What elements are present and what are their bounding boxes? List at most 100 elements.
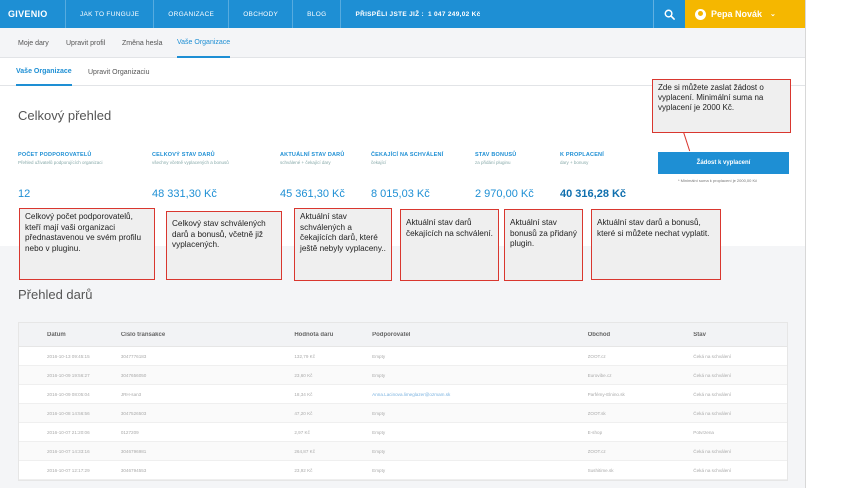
cell-amount: 23,60 Kč bbox=[294, 372, 313, 378]
column-header-amount[interactable]: Hodnota daru bbox=[294, 331, 334, 338]
cell-transaction: 3047776183 bbox=[120, 353, 147, 359]
stat-title: ČEKAJÍCÍ NA SCHVÁLENÍ bbox=[371, 152, 444, 158]
cell-date: 2016-10-07 21:20:06 bbox=[47, 429, 90, 435]
user-name: Pepa Novák bbox=[711, 9, 763, 19]
cell-amount: 23,92 Kč bbox=[294, 467, 313, 473]
total-contributed-value: 1 047 249,02 Kč bbox=[428, 10, 481, 18]
stat-pending: ČEKAJÍCÍ NA SCHVÁLENÍ čekající bbox=[371, 152, 443, 165]
stat-subtitle: dary + bonusy bbox=[560, 160, 589, 165]
column-header-supporter[interactable]: Podporovatel bbox=[372, 331, 411, 338]
user-icon bbox=[695, 8, 706, 20]
cell-amount: 2,97 Kč bbox=[294, 429, 310, 435]
stat-subtitle: schválené + čekající dary bbox=[280, 160, 331, 165]
stat-subtitle: za přidání pluginu bbox=[475, 160, 511, 165]
stat-subtitle: čekající bbox=[371, 160, 387, 165]
cell-transaction: 3047656050 bbox=[120, 372, 147, 378]
overview-title: Celkový přehled bbox=[18, 108, 112, 123]
table-row[interactable]: 2016-10-07 12:17:29 3046794553 23,92 Kč … bbox=[19, 461, 787, 480]
user-menu-button[interactable]: Pepa Novák ⌄ bbox=[685, 0, 805, 28]
nav-link-shops[interactable]: OBCHODY bbox=[229, 0, 294, 28]
column-header-date[interactable]: Datum bbox=[47, 331, 66, 338]
cell-transaction: 3046794553 bbox=[120, 467, 147, 473]
stat-total-donations: CELKOVÝ STAV DARŮ všechny včetně vyplace… bbox=[152, 152, 229, 165]
tab-edit-profile[interactable]: Upravit profil bbox=[66, 39, 106, 47]
callout-pending: Aktuální stav darů čekajících na schvále… bbox=[400, 209, 499, 281]
stat-payable-value: 40 316,28 Kč bbox=[560, 188, 627, 200]
stat-supporters-value[interactable]: 12 bbox=[18, 188, 31, 200]
stat-pending-value: 8 015,03 Kč bbox=[371, 188, 430, 200]
callout-payout: Zde si můžete zaslat žádost o vyplacení.… bbox=[652, 79, 791, 133]
top-navigation: GIVENIO JAK TO FUNGUJE ORGANIZACE OBCHOD… bbox=[0, 0, 805, 28]
stat-current-donations: AKTUÁLNÍ STAV DARŮ schválené + čekající … bbox=[280, 152, 345, 165]
cell-supporter: Empty bbox=[372, 429, 386, 435]
column-header-transaction[interactable]: Číslo transakce bbox=[120, 331, 166, 338]
cell-supporter: Empty bbox=[372, 410, 386, 416]
tab-edit-organization[interactable]: Upravit Organizaciu bbox=[88, 68, 150, 76]
cell-supporter: Empty bbox=[372, 467, 386, 473]
cell-transaction: JRH-san3 bbox=[120, 391, 142, 397]
cell-shop: Eurovibe.cz bbox=[587, 372, 612, 378]
cell-status: Čeká na schválení bbox=[693, 410, 732, 416]
cell-transaction: 0127209 bbox=[120, 429, 139, 435]
cell-transaction: 3047526503 bbox=[120, 410, 147, 416]
logo[interactable]: GIVENIO bbox=[0, 0, 66, 28]
cell-supporter-link[interactable]: Anna.Lacinova.limeglazer@ozmam.sk bbox=[372, 391, 451, 397]
donations-title: Přehled darů bbox=[18, 287, 93, 302]
stat-bonuses-value: 2 970,00 Kč bbox=[475, 188, 534, 200]
nav-link-organizations[interactable]: ORGANIZACE bbox=[154, 0, 230, 28]
cell-amount: 47,20 Kč bbox=[294, 410, 313, 416]
nav-link-blog[interactable]: BLOG bbox=[293, 0, 342, 28]
table-body: 2016-10-13 09:45:15 3047776183 132,79 Kč… bbox=[19, 347, 787, 480]
donations-table: Datum Číslo transakce Hodnota daru Podpo… bbox=[18, 322, 788, 481]
tab-your-organization[interactable]: Vaše Organizace bbox=[177, 28, 231, 58]
table-header: Datum Číslo transakce Hodnota daru Podpo… bbox=[19, 323, 787, 347]
cell-status: Čeká na schválení bbox=[693, 353, 732, 359]
cell-status: Čeká na schválení bbox=[693, 391, 732, 397]
callout-payable: Aktuální stav darů a bonusů, které si mů… bbox=[591, 209, 721, 280]
tab-my-donations[interactable]: Moje dary bbox=[18, 39, 49, 47]
table-row[interactable]: 2016-10-13 09:45:15 3047776183 132,79 Kč… bbox=[19, 347, 787, 366]
cell-shop: Sushitime.sk bbox=[587, 467, 614, 473]
cell-shop: E-shop bbox=[587, 429, 603, 435]
stat-title: POČET PODPOROVATELŮ bbox=[18, 152, 92, 158]
table-row[interactable]: 2016-10-09 19:56:27 3047656050 23,60 Kč … bbox=[19, 366, 787, 385]
cell-status: Čeká na schválení bbox=[693, 448, 732, 454]
cell-date: 2016-10-09 19:56:27 bbox=[47, 372, 90, 378]
stat-title: STAV BONUSŮ bbox=[475, 152, 517, 158]
search-button[interactable] bbox=[653, 0, 685, 28]
cell-status: Čeká na schválení bbox=[693, 372, 732, 378]
table-row[interactable]: 2016-10-07 14:33:16 3046796981 264,87 Kč… bbox=[19, 442, 787, 461]
page-frame: GIVENIO JAK TO FUNGUJE ORGANIZACE OBCHOD… bbox=[0, 0, 806, 488]
total-contributed: PŘISPĚLI JSTE JIŽ : 1 047 249,02 Kč bbox=[341, 0, 494, 28]
table-row[interactable]: 2016-10-09 08:05:04 JRH-san3 18,34 Kč An… bbox=[19, 385, 787, 404]
cell-amount: 264,87 Kč bbox=[294, 448, 316, 454]
cell-amount: 132,79 Kč bbox=[294, 353, 316, 359]
stat-payable: K PROPLACENÍ dary + bonusy bbox=[560, 152, 604, 165]
cell-supporter: Empty bbox=[372, 372, 386, 378]
tab-change-password[interactable]: Změna hesla bbox=[122, 39, 163, 47]
cell-transaction: 3046796981 bbox=[120, 448, 147, 454]
cell-shop: Parfémy-Elnino.sk bbox=[587, 391, 625, 397]
nav-link-how-it-works[interactable]: JAK TO FUNGUJE bbox=[66, 0, 155, 28]
payout-request-button[interactable]: Žádost k vyplacení bbox=[658, 152, 789, 174]
total-contributed-label: PŘISPĚLI JSTE JIŽ : bbox=[355, 10, 424, 18]
cell-status: Potvrzena bbox=[693, 429, 714, 435]
column-header-status[interactable]: Stav bbox=[693, 331, 706, 338]
callout-current: Aktuální stav schválených a čekajících d… bbox=[294, 208, 392, 281]
stat-title: CELKOVÝ STAV DARŮ bbox=[152, 152, 215, 158]
tab-org-overview[interactable]: Vaše Organizace bbox=[16, 58, 72, 86]
stat-total-donations-value: 48 331,30 Kč bbox=[152, 188, 217, 200]
stat-title: K PROPLACENÍ bbox=[560, 152, 604, 158]
table-row[interactable]: 2016-10-08 14:56:56 3047526503 47,20 Kč … bbox=[19, 404, 787, 423]
payout-note: * Minimální suma k proplacení je 2000,00… bbox=[678, 178, 758, 183]
callout-supporters: Celkový počet podporovatelů, kteří mají … bbox=[19, 208, 155, 280]
cell-date: 2016-10-08 14:56:56 bbox=[47, 410, 90, 416]
search-icon bbox=[664, 9, 675, 20]
stat-title: AKTUÁLNÍ STAV DARŮ bbox=[280, 152, 345, 158]
cell-date: 2016-10-09 08:05:04 bbox=[47, 391, 90, 397]
chevron-down-icon: ⌄ bbox=[770, 11, 776, 18]
profile-tabs: Moje dary Upravit profil Změna hesla Vaš… bbox=[0, 28, 805, 58]
stat-subtitle: všechny včetně vyplacených a bonusů bbox=[152, 160, 229, 165]
column-header-shop[interactable]: Obchod bbox=[587, 331, 611, 338]
table-row[interactable]: 2016-10-07 21:20:06 0127209 2,97 Kč Empt… bbox=[19, 423, 787, 442]
